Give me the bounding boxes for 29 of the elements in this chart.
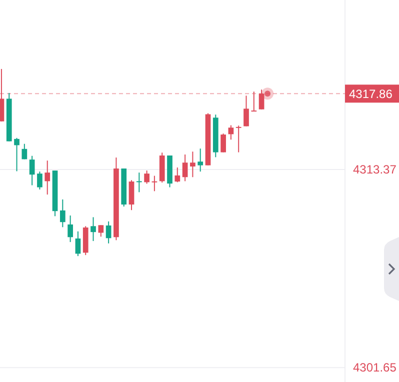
ref-line-label: 4317.86 [349, 87, 393, 102]
candlestick [220, 133, 226, 153]
candlestick [182, 154, 188, 182]
candlestick [144, 170, 150, 184]
candlestick [128, 180, 134, 211]
candlestick [60, 198, 66, 228]
candlestick [258, 89, 264, 110]
candlestick [174, 167, 180, 183]
candlestick [152, 175, 158, 192]
candlestick [75, 230, 81, 257]
candlestick [136, 172, 142, 193]
candlestick [68, 215, 73, 243]
candlestick [29, 155, 35, 186]
candlestick [14, 137, 20, 172]
candlestick [228, 124, 234, 140]
candlestick [44, 160, 50, 196]
candlestick [0, 68, 4, 122]
candlestick [236, 125, 242, 153]
candlestick [98, 224, 104, 238]
candlestick [22, 143, 28, 160]
y-tick-label: 4301.65 [353, 360, 397, 374]
candlestick [106, 220, 112, 244]
candlestick [37, 171, 42, 190]
candlestick [244, 95, 249, 127]
candlestick [190, 151, 196, 178]
y-tick-label: 4313.37 [353, 162, 397, 176]
candlestick [198, 148, 204, 172]
candlestick [90, 216, 96, 242]
candlestick [251, 91, 257, 112]
